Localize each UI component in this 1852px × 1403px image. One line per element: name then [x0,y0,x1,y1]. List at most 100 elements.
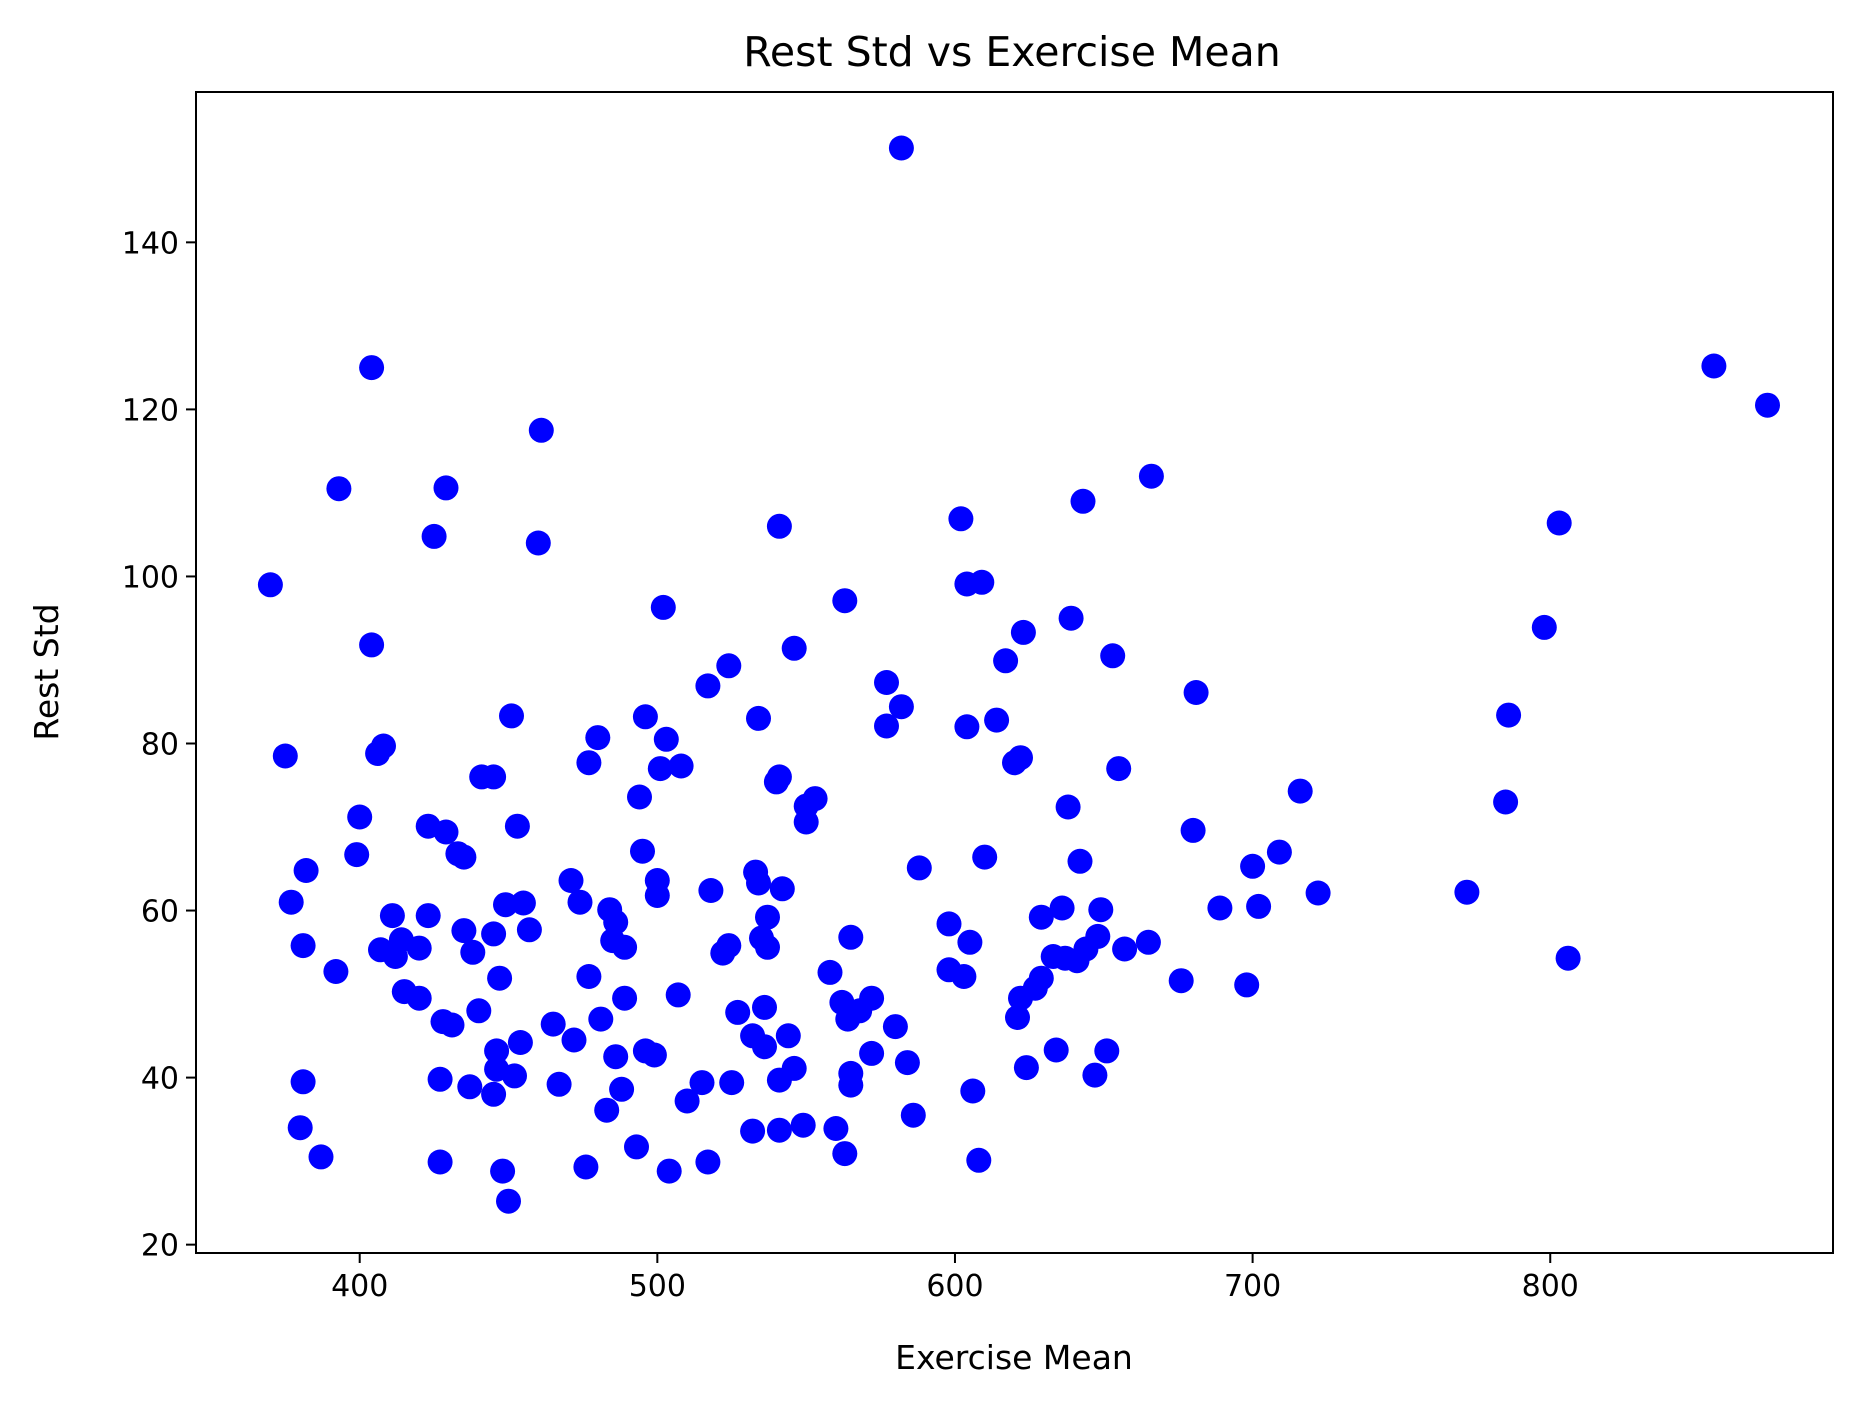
data-point [766,1117,792,1143]
data-point [415,903,441,929]
data-point [460,939,486,965]
data-point [960,1078,986,1104]
data-point [308,1144,334,1170]
data-point [272,743,298,769]
data-point [493,892,518,918]
data-point [746,870,771,896]
data-point [627,784,652,810]
data-point [257,572,283,598]
data-point [1094,1038,1120,1064]
data-point [1138,463,1164,489]
data-point [900,1102,926,1128]
data-point [502,1063,527,1089]
data-point [781,635,807,661]
data-point [1454,879,1480,905]
data-point [698,878,724,903]
y-axis-label: Rest Std [27,603,66,740]
data-point [457,1074,483,1100]
data-point [603,1044,629,1070]
data-point [1070,488,1096,514]
data-point [802,786,828,812]
data-point [1005,1005,1030,1030]
data-point [874,713,899,739]
data-point [650,594,676,620]
data-point [951,964,977,989]
x-tick-label: 700 [1224,1269,1281,1304]
x-axis-label: Exercise Mean [895,1338,1133,1377]
data-point [567,889,593,915]
data-point [906,855,932,881]
data-point [874,670,899,695]
data-point [1013,1055,1039,1081]
data-point [689,1070,715,1096]
x-tick-label: 500 [629,1269,686,1304]
data-point [540,1011,566,1037]
data-point [293,858,319,883]
data-point [954,714,980,740]
data-point [1246,893,1272,919]
data-point [427,1066,453,1092]
data-point [1100,643,1126,669]
plot-area-frame [195,91,1834,1254]
data-point [576,964,602,989]
data-point [481,1081,507,1107]
data-point [1055,794,1081,820]
data-point [1043,1037,1069,1063]
data-point [359,355,385,381]
data-point [1135,929,1161,955]
data-point [487,965,513,991]
data-point [1546,510,1572,536]
data-point [793,809,819,835]
data-point [859,985,885,1011]
data-point [1234,972,1260,998]
data-point [1240,853,1266,879]
data-point [573,1154,599,1180]
data-point [752,994,777,1020]
data-point [481,921,507,947]
data-point [612,934,638,960]
data-point [1010,619,1036,645]
data-point [656,1158,682,1184]
data-point [287,1115,313,1141]
data-point [984,707,1010,733]
data-point [558,868,584,893]
x-tick-label: 600 [926,1269,983,1304]
data-point [948,506,974,532]
data-point [716,653,742,679]
data-point [668,753,694,779]
data-point [644,868,670,893]
data-point [653,726,679,752]
data-point [725,999,751,1025]
data-point [451,844,477,870]
data-point [882,1014,908,1040]
data-point [588,1006,614,1032]
data-point [504,813,530,839]
data-point [894,1050,920,1076]
data-point [695,673,721,699]
data-point [433,819,459,845]
data-point [859,1040,885,1066]
data-point [1085,923,1111,949]
data-point [716,933,742,959]
data-point [1180,817,1206,843]
data-point [641,1042,667,1068]
data-point [1112,936,1138,962]
data-point [484,1038,510,1064]
data-point [576,750,602,776]
y-tick-label: 60 [141,895,179,930]
data-point [278,889,304,915]
data-point [746,705,771,731]
data-point [1531,614,1557,640]
data-point [594,1097,620,1123]
data-point [1088,897,1114,923]
data-point [499,703,524,729]
y-tick-label: 80 [141,727,179,762]
data-point [1305,880,1331,906]
x-axis: 400 500 600 700 800 [331,1253,1579,1304]
data-point [347,804,373,830]
data-point [719,1070,745,1096]
data-point [1496,702,1522,728]
data-point [832,588,858,614]
data-point [379,903,405,929]
